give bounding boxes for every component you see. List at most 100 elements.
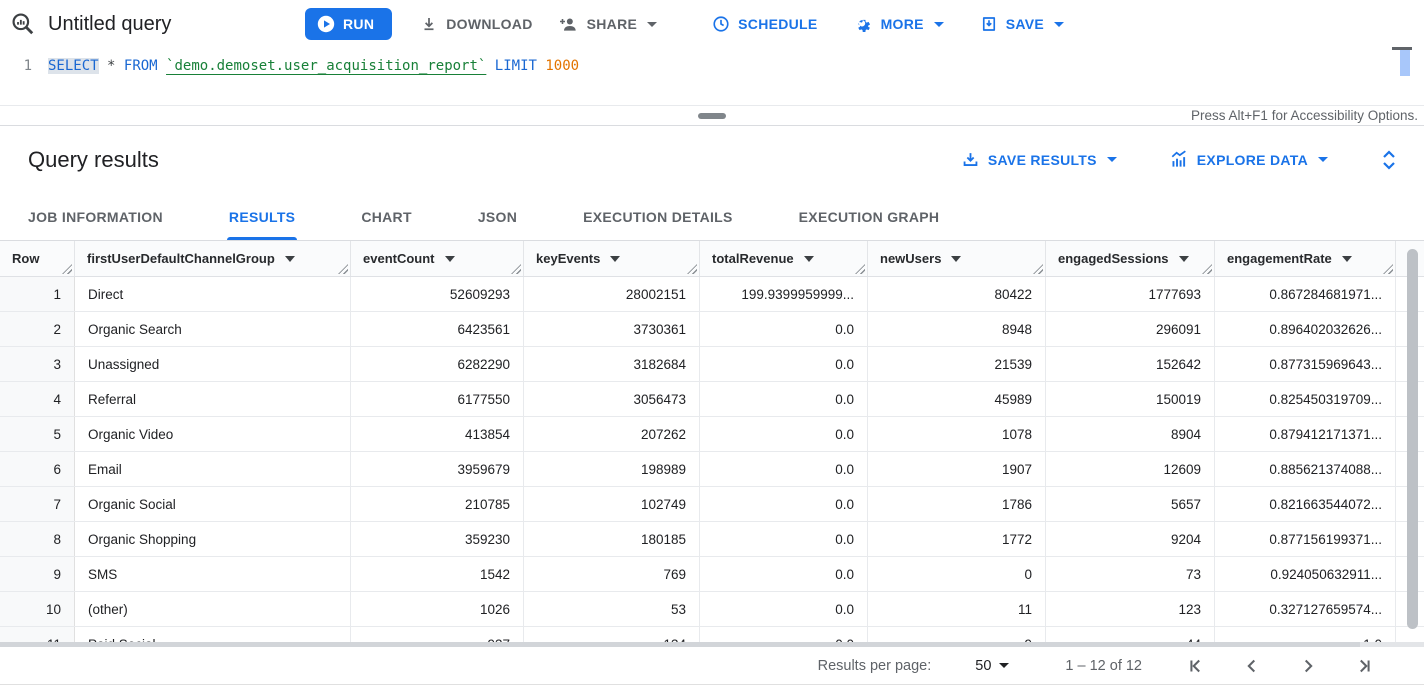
table-cell: 134 (524, 627, 700, 642)
column-resize-handle-icon[interactable] (687, 264, 697, 274)
table-cell: 296091 (1046, 312, 1215, 346)
share-button[interactable]: SHARE (559, 15, 658, 33)
tab-execution-details[interactable]: EXECUTION DETAILS (583, 193, 733, 240)
column-header-engagementRate[interactable]: engagementRate (1215, 241, 1396, 276)
table-cell: 0.896402032626... (1215, 312, 1396, 346)
row-number-cell: 5 (0, 417, 75, 451)
first-page-button[interactable] (1184, 654, 1208, 678)
table-body: 1 Direct 52609293 28002151 199.9399959999...… (0, 277, 1424, 642)
column-menu-caret-icon[interactable] (284, 255, 295, 262)
column-header-Row[interactable]: Row (0, 241, 75, 276)
download-button[interactable]: DOWNLOAD (420, 15, 532, 33)
table-cell: 5657 (1046, 487, 1215, 521)
sql-editor[interactable]: 1 SELECT * FROM `demo.demoset.user_acqui… (0, 47, 1424, 105)
column-resize-handle-icon[interactable] (855, 264, 865, 274)
column-header-firstUserDefaultChannelGroup[interactable]: firstUserDefaultChannelGroup (75, 241, 351, 276)
table-cell: Direct (75, 277, 351, 311)
previous-page-button[interactable] (1240, 654, 1264, 678)
column-header-newUsers[interactable]: newUsers (868, 241, 1046, 276)
column-menu-caret-icon[interactable] (951, 255, 962, 262)
row-number-cell: 1 (0, 277, 75, 311)
save-button[interactable]: SAVE (980, 15, 1065, 33)
editor-scrollbar-thumb[interactable] (1400, 50, 1410, 76)
explore-data-chart-icon (1171, 150, 1186, 167)
table-cell: 44 (1046, 627, 1215, 642)
pagination-footer: Results per page: 50 1 – 12 of 12 (0, 647, 1424, 685)
column-header-eventCount[interactable]: eventCount (351, 241, 524, 276)
table-cell: Organic Social (75, 487, 351, 521)
column-menu-caret-icon[interactable] (610, 255, 621, 262)
column-menu-caret-icon[interactable] (1178, 255, 1189, 262)
table-row: 8 Organic Shopping 359230 180185 0.0 1772 9204… (0, 522, 1424, 557)
column-resize-handle-icon[interactable] (338, 264, 348, 274)
column-resize-handle-icon[interactable] (62, 264, 72, 274)
table-row: 2 Organic Search 6423561 3730361 0.0 8948 2960… (0, 312, 1424, 347)
table-cell: 21539 (868, 347, 1046, 381)
chevron-down-icon (999, 663, 1010, 668)
table-cell: 1786 (868, 487, 1046, 521)
table-cell: Unassigned (75, 347, 351, 381)
column-header-engagedSessions[interactable]: engagedSessions (1046, 241, 1215, 276)
accessibility-hint: Press Alt+F1 for Accessibility Options. (1191, 108, 1418, 123)
row-number-cell: 11 (0, 627, 75, 642)
editor-bottom-strip: Press Alt+F1 for Accessibility Options. (0, 105, 1424, 125)
column-resize-handle-icon[interactable] (1383, 264, 1393, 274)
table-row: 3 Unassigned 6282290 3182684 0.0 21539 152642 0… (0, 347, 1424, 382)
save-results-button[interactable]: SAVE RESULTS (961, 150, 1117, 169)
column-resize-handle-icon[interactable] (511, 264, 521, 274)
column-menu-caret-icon[interactable] (444, 255, 455, 262)
last-page-button[interactable] (1352, 654, 1376, 678)
column-resize-handle-icon[interactable] (1202, 264, 1212, 274)
table-cell: 28002151 (524, 277, 700, 311)
column-header-keyEvents[interactable]: keyEvents (524, 241, 700, 276)
tab-job-information[interactable]: JOB INFORMATION (28, 193, 163, 240)
table-cell: 0 (868, 557, 1046, 591)
clock-icon (713, 16, 729, 32)
chevron-down-icon (1054, 21, 1065, 27)
schedule-button[interactable]: SCHEDULE (712, 15, 817, 33)
explore-data-button[interactable]: EXPLORE DATA (1169, 150, 1328, 169)
chevron-down-icon (933, 21, 944, 27)
next-page-button[interactable] (1296, 654, 1320, 678)
table-cell: 180185 (524, 522, 700, 556)
sql-table-reference[interactable]: `demo.demoset.user_acquisition_report` (166, 58, 487, 74)
more-button[interactable]: MORE (854, 15, 944, 34)
sql-text: SELECT * FROM `demo.demoset.user_acquisi… (48, 58, 580, 74)
table-cell: 937 (351, 627, 524, 642)
query-title[interactable]: Untitled query (48, 12, 172, 35)
run-button[interactable]: RUN (305, 8, 393, 40)
column-resize-handle-icon[interactable] (1033, 264, 1043, 274)
table-cell: 0.0 (700, 557, 868, 591)
table-cell: 0.924050632911... (1215, 557, 1396, 591)
table-cell: 207262 (524, 417, 700, 451)
column-header-totalRevenue[interactable]: totalRevenue (700, 241, 868, 276)
table-horizontal-scrollbar[interactable] (0, 642, 1424, 647)
column-menu-caret-icon[interactable] (803, 255, 814, 262)
tab-execution-graph[interactable]: EXECUTION GRAPH (799, 193, 940, 240)
table-header-row: Row firstUserDefaultChannelGroup eventCoun… (0, 241, 1424, 277)
results-title: Query results (28, 146, 159, 172)
download-icon (424, 18, 434, 31)
table-cell: Organic Shopping (75, 522, 351, 556)
tab-chart[interactable]: CHART (361, 193, 412, 240)
tab-results[interactable]: RESULTS (226, 193, 298, 240)
row-number-cell: 6 (0, 452, 75, 486)
column-menu-caret-icon[interactable] (1341, 255, 1352, 262)
editor-scrollbar-corner (1392, 47, 1412, 50)
table-cell: 3959679 (351, 452, 524, 486)
panel-resize-handle[interactable] (698, 113, 726, 119)
last-page-icon (1360, 659, 1370, 672)
first-page-icon (1190, 659, 1200, 672)
collapse-panel-button[interactable] (1380, 149, 1398, 171)
page-size-select[interactable]: 50 (975, 658, 1010, 674)
table-cell: Organic Search (75, 312, 351, 346)
table-cell: SMS (75, 557, 351, 591)
table-vertical-scrollbar-thumb[interactable] (1407, 249, 1418, 629)
row-range-indicator: 1 – 12 of 12 (1065, 657, 1142, 674)
table-cell: Referral (75, 382, 351, 416)
table-cell: 0.879412171371... (1215, 417, 1396, 451)
horizontal-scrollbar-thumb[interactable] (0, 642, 1360, 647)
query-results-panel: Query results SAVE RESULTS EXPLORE D (0, 125, 1424, 685)
tab-json[interactable]: JSON (478, 193, 517, 240)
table-cell: 199.9399959999... (700, 277, 868, 311)
